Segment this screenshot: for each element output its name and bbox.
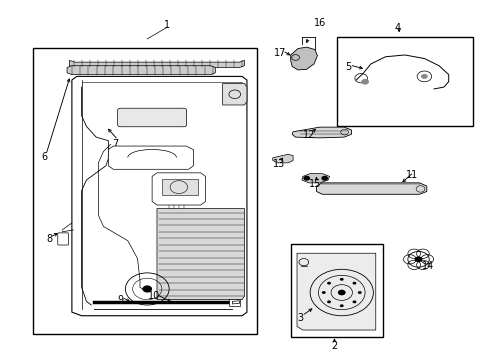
Circle shape (339, 304, 343, 307)
Polygon shape (316, 183, 426, 194)
Text: 9: 9 (117, 295, 123, 305)
Text: 15: 15 (308, 179, 321, 189)
FancyBboxPatch shape (117, 108, 186, 127)
Circle shape (357, 291, 361, 294)
Circle shape (337, 290, 345, 296)
Text: 14: 14 (421, 261, 433, 271)
Polygon shape (108, 146, 193, 169)
Circle shape (420, 74, 427, 79)
Circle shape (339, 278, 343, 281)
Text: 6: 6 (41, 152, 47, 162)
Circle shape (414, 256, 422, 262)
Polygon shape (232, 301, 239, 304)
Text: 7: 7 (112, 139, 119, 149)
Text: 13: 13 (273, 159, 285, 169)
Bar (336, 37, 472, 126)
Text: 5: 5 (344, 63, 350, 72)
Text: 3: 3 (297, 312, 303, 323)
Circle shape (352, 301, 356, 303)
Polygon shape (67, 66, 215, 75)
Polygon shape (152, 173, 205, 205)
Polygon shape (291, 127, 351, 138)
Circle shape (321, 176, 327, 181)
Polygon shape (272, 154, 292, 163)
Polygon shape (157, 208, 244, 300)
Bar (33, 48, 256, 334)
Text: 12: 12 (303, 130, 315, 140)
Circle shape (352, 282, 356, 285)
FancyBboxPatch shape (58, 233, 68, 245)
Text: 8: 8 (46, 234, 52, 244)
Text: 4: 4 (394, 23, 400, 33)
Text: 17: 17 (274, 48, 286, 58)
Text: 16: 16 (313, 18, 325, 28)
Circle shape (321, 291, 325, 294)
Text: 11: 11 (406, 170, 418, 180)
Polygon shape (290, 47, 317, 70)
Text: 1: 1 (163, 19, 169, 30)
Polygon shape (222, 84, 246, 105)
Polygon shape (69, 60, 244, 67)
Polygon shape (296, 253, 375, 330)
Text: 10: 10 (148, 291, 161, 301)
Bar (228, 299, 239, 306)
Circle shape (326, 282, 330, 285)
Circle shape (303, 176, 309, 181)
Bar (290, 244, 382, 337)
Polygon shape (301, 174, 329, 183)
Circle shape (142, 285, 152, 293)
Text: 2: 2 (331, 341, 337, 351)
Bar (162, 179, 198, 195)
Circle shape (361, 79, 368, 85)
Circle shape (326, 301, 330, 303)
Polygon shape (72, 76, 246, 316)
